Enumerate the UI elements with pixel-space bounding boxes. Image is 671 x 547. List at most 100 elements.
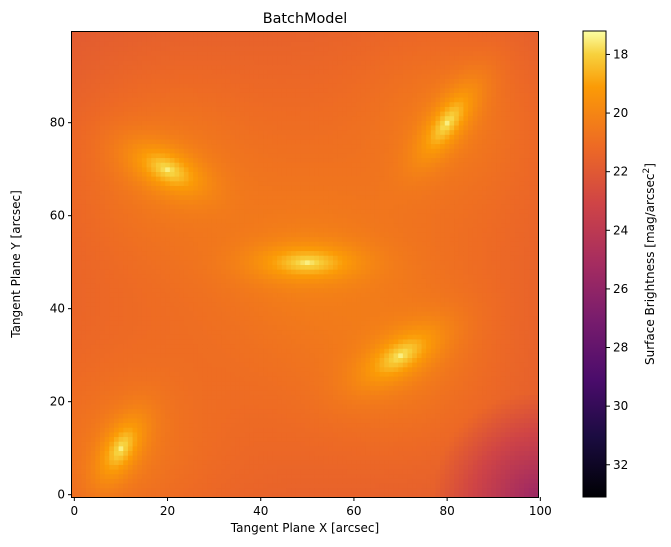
heatmap-cell (81, 492, 87, 498)
heatmap-cell (286, 371, 292, 377)
heatmap-cell (328, 362, 334, 368)
heatmap-cell (463, 417, 469, 424)
heatmap-cell (486, 352, 492, 358)
heatmap-cell (412, 301, 418, 307)
heatmap-cell (407, 264, 413, 270)
heatmap-cell (533, 352, 539, 358)
heatmap-cell (76, 450, 82, 456)
heatmap-cell (225, 371, 231, 377)
heatmap-cell (500, 413, 506, 419)
heatmap-cell (337, 306, 343, 312)
heatmap-cell (151, 287, 157, 293)
heatmap-cell (300, 315, 306, 321)
heatmap-cell (76, 478, 82, 484)
heatmap-cell (365, 362, 371, 368)
heatmap-cell (291, 417, 297, 424)
heatmap-cell (472, 455, 478, 461)
heatmap-cell (221, 287, 227, 293)
heatmap-cell (505, 436, 511, 442)
heatmap-cell (263, 431, 269, 438)
heatmap-cell (104, 329, 110, 335)
heatmap-cell (337, 283, 343, 289)
heatmap-cell (207, 371, 213, 377)
heatmap-cell (486, 441, 492, 447)
heatmap-cell (85, 431, 92, 438)
heatmap-cell (95, 292, 101, 298)
heatmap-cell (188, 455, 194, 461)
heatmap-cell (463, 311, 469, 317)
heatmap-cell (421, 301, 427, 307)
heatmap-cell (174, 283, 180, 289)
heatmap-cell (188, 273, 194, 279)
heatmap-cell (458, 492, 464, 498)
heatmap-cell (454, 292, 460, 298)
heatmap-cell (197, 464, 203, 470)
heatmap-cell (267, 380, 273, 386)
heatmap-cell (225, 315, 231, 321)
heatmap-cell (370, 404, 376, 410)
heatmap-cell (482, 343, 488, 349)
heatmap-cell (221, 408, 227, 414)
heatmap-cell (388, 306, 395, 312)
heatmap-cell (351, 362, 357, 368)
heatmap-cell (295, 362, 301, 368)
heatmap-cell (491, 455, 497, 461)
heatmap-cell (412, 371, 418, 377)
heatmap-cell (365, 297, 371, 303)
heatmap-cell (235, 390, 241, 396)
heatmap-cell (113, 338, 120, 345)
heatmap-cell (510, 362, 516, 368)
heatmap-cell (337, 487, 343, 493)
heatmap-cell (109, 487, 115, 493)
heatmap-cell (169, 455, 176, 461)
heatmap-cell (514, 269, 520, 275)
heatmap-cell (295, 269, 301, 275)
heatmap-cell (463, 301, 469, 307)
heatmap-cell (216, 408, 222, 414)
heatmap-cell (146, 408, 152, 414)
heatmap-cell (286, 362, 292, 368)
heatmap-cell (421, 278, 427, 284)
heatmap-cell (510, 315, 516, 321)
heatmap-cell (346, 306, 353, 312)
heatmap-cell (505, 431, 511, 438)
heatmap-cell (356, 473, 362, 479)
heatmap-cell (356, 422, 362, 428)
heatmap-cell (146, 329, 152, 335)
heatmap-cell (379, 469, 385, 475)
heatmap-cell (141, 469, 148, 475)
heatmap-cell (109, 269, 115, 275)
heatmap-cell (435, 366, 441, 372)
heatmap-cell (533, 394, 539, 400)
heatmap-cell (258, 315, 264, 321)
heatmap-cell (258, 399, 264, 405)
heatmap-cell (179, 417, 185, 424)
heatmap-cell (486, 380, 492, 386)
heatmap-cell (263, 436, 269, 442)
heatmap-cell (267, 306, 273, 312)
heatmap-cell (486, 492, 492, 498)
heatmap-cell (188, 334, 194, 340)
heatmap-cell (286, 436, 292, 442)
heatmap-cell (188, 269, 194, 275)
heatmap-cell (127, 455, 134, 461)
heatmap-cell (412, 469, 418, 475)
heatmap-cell (221, 292, 227, 298)
heatmap-cell (365, 283, 371, 289)
heatmap-cell (113, 445, 120, 451)
heatmap-cell (468, 455, 474, 461)
heatmap-cell (230, 343, 236, 349)
heatmap-cell (426, 399, 432, 405)
heatmap-cell (113, 436, 120, 442)
heatmap-cell (412, 264, 418, 270)
heatmap-cell (85, 492, 92, 498)
heatmap-cell (444, 287, 450, 293)
heatmap-cell (95, 483, 101, 489)
heatmap-cell (123, 380, 129, 386)
heatmap-cell (132, 329, 138, 335)
heatmap-cell (286, 297, 292, 303)
heatmap-cell (449, 455, 455, 461)
heatmap-cell (244, 413, 250, 419)
heatmap-cell (118, 390, 124, 396)
heatmap-cell (342, 264, 348, 270)
